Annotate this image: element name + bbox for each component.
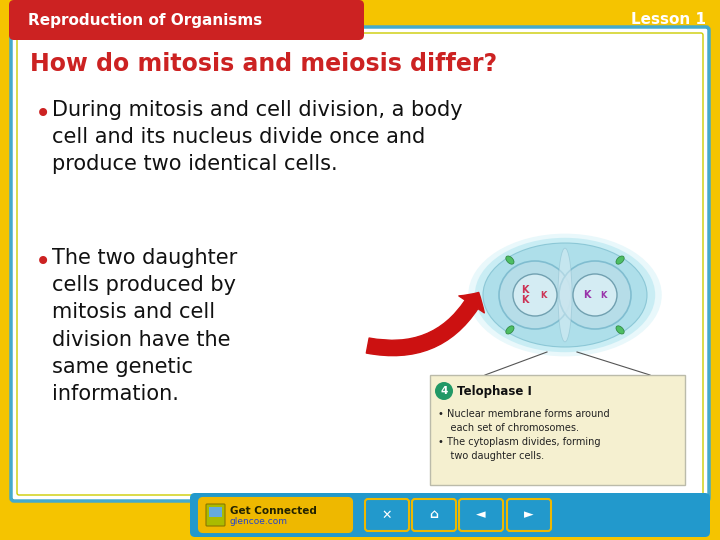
Ellipse shape: [505, 256, 514, 264]
Text: •: •: [35, 100, 51, 128]
Text: Get Connected: Get Connected: [230, 506, 317, 516]
Text: ⌂: ⌂: [430, 509, 438, 522]
FancyBboxPatch shape: [11, 27, 709, 501]
Ellipse shape: [499, 261, 571, 329]
Text: two daughter cells.: two daughter cells.: [438, 451, 544, 461]
FancyBboxPatch shape: [365, 499, 409, 531]
Ellipse shape: [558, 248, 572, 342]
Ellipse shape: [559, 261, 631, 329]
FancyBboxPatch shape: [430, 375, 685, 485]
Text: K
K: K K: [521, 286, 528, 305]
Text: each set of chromosomes.: each set of chromosomes.: [438, 423, 579, 433]
Ellipse shape: [616, 256, 624, 264]
Ellipse shape: [513, 274, 557, 316]
Ellipse shape: [505, 326, 514, 334]
Text: Lesson 1: Lesson 1: [631, 12, 706, 28]
Text: glencoe.com: glencoe.com: [230, 516, 288, 525]
FancyBboxPatch shape: [190, 493, 710, 537]
Text: • Nuclear membrane forms around: • Nuclear membrane forms around: [438, 409, 610, 419]
FancyBboxPatch shape: [199, 498, 352, 532]
FancyBboxPatch shape: [507, 499, 551, 531]
Text: How do mitosis and meiosis differ?: How do mitosis and meiosis differ?: [30, 52, 497, 76]
Text: ◄: ◄: [476, 509, 486, 522]
FancyBboxPatch shape: [412, 499, 456, 531]
Ellipse shape: [474, 238, 655, 352]
Text: The two daughter
cells produced by
mitosis and cell
division have the
same genet: The two daughter cells produced by mitos…: [52, 248, 238, 404]
Text: •: •: [35, 248, 51, 276]
Text: K: K: [583, 290, 590, 300]
Text: K: K: [600, 291, 606, 300]
Ellipse shape: [573, 274, 617, 316]
Text: 4: 4: [441, 386, 448, 396]
FancyBboxPatch shape: [206, 504, 225, 526]
Text: ►: ►: [524, 509, 534, 522]
Ellipse shape: [468, 234, 662, 356]
Text: During mitosis and cell division, a body
cell and its nucleus divide once and
pr: During mitosis and cell division, a body…: [52, 100, 463, 174]
Text: Reproduction of Organisms: Reproduction of Organisms: [28, 12, 262, 28]
Text: ✕: ✕: [382, 509, 392, 522]
FancyBboxPatch shape: [9, 0, 364, 40]
Text: K: K: [540, 291, 546, 300]
Text: • The cytoplasm divides, forming: • The cytoplasm divides, forming: [438, 437, 600, 447]
Text: Telophase I: Telophase I: [457, 384, 532, 397]
Ellipse shape: [616, 326, 624, 334]
FancyBboxPatch shape: [459, 499, 503, 531]
Ellipse shape: [483, 243, 647, 347]
FancyBboxPatch shape: [209, 507, 222, 517]
Circle shape: [435, 382, 453, 400]
